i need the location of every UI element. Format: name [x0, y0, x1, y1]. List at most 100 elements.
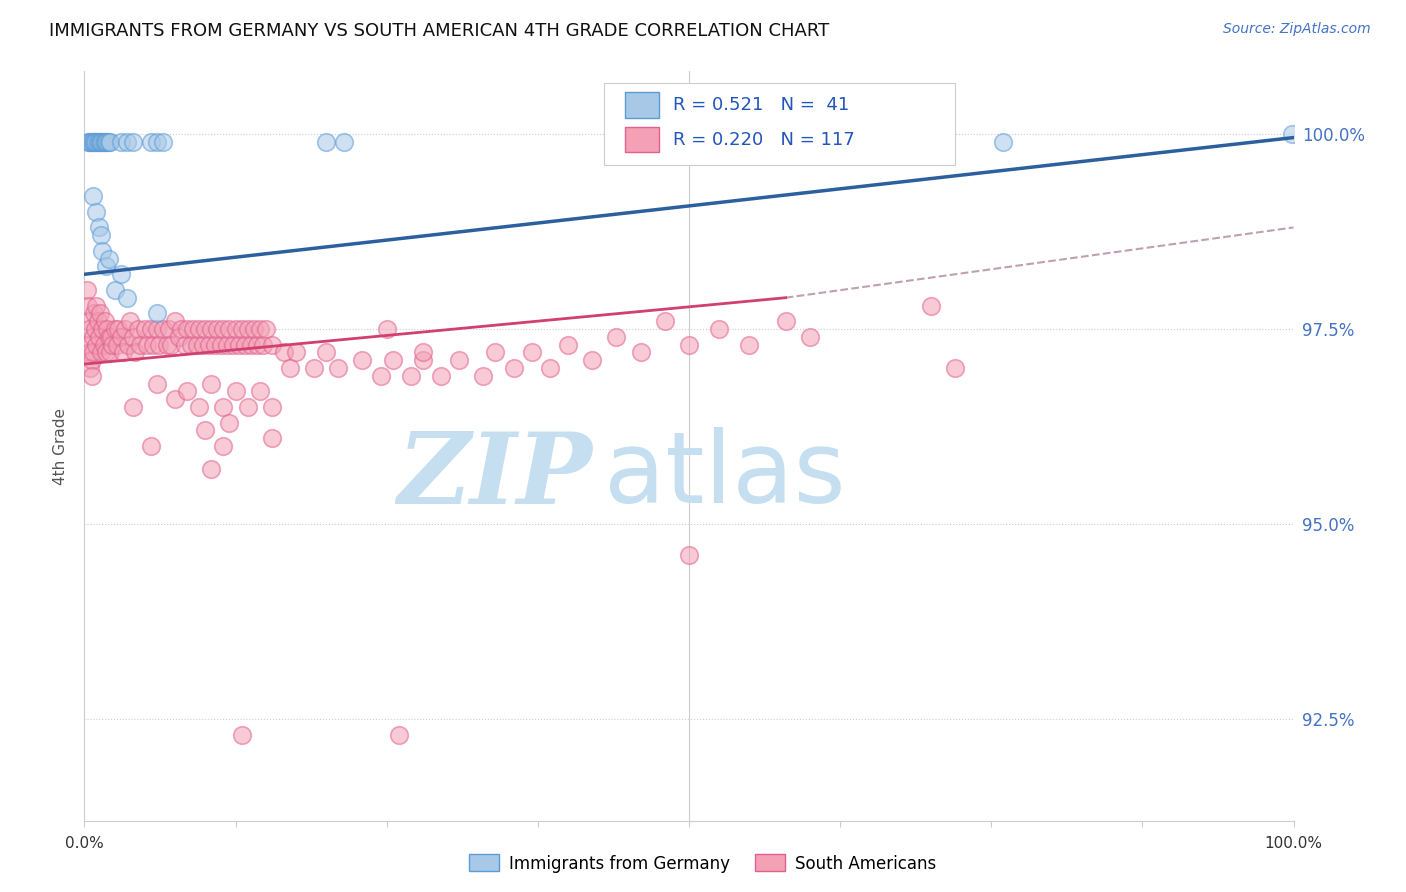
Point — [86, 135, 108, 149]
Point — [315, 135, 337, 149]
Point — [96, 135, 118, 149]
Point — [97, 252, 120, 266]
Point — [738, 337, 761, 351]
Point — [200, 376, 222, 391]
Text: 0.0%: 0.0% — [65, 836, 104, 851]
Point — [101, 337, 124, 351]
Point — [77, 337, 100, 351]
Point — [249, 384, 271, 399]
Point — [94, 135, 117, 149]
Point — [775, 314, 797, 328]
Point — [117, 337, 139, 351]
Point — [180, 337, 202, 351]
Point — [225, 384, 247, 399]
Point — [484, 345, 506, 359]
Point — [110, 268, 132, 282]
Point — [520, 345, 543, 359]
Point — [93, 135, 115, 149]
Point — [80, 353, 103, 368]
Text: ZIP: ZIP — [398, 428, 592, 524]
Point — [191, 337, 214, 351]
Point — [89, 135, 111, 149]
Point — [104, 283, 127, 297]
Text: R = 0.220   N = 117: R = 0.220 N = 117 — [673, 131, 855, 149]
Point — [90, 135, 112, 149]
Point — [82, 330, 104, 344]
Point — [212, 439, 235, 453]
Point — [207, 322, 229, 336]
Point — [94, 345, 117, 359]
Point — [215, 337, 238, 351]
Point — [399, 368, 422, 383]
Point — [90, 228, 112, 243]
Point — [110, 330, 132, 344]
Point — [449, 353, 471, 368]
Point — [87, 330, 110, 344]
Point — [79, 345, 101, 359]
Point — [993, 135, 1015, 149]
Point — [198, 337, 221, 351]
Point — [148, 337, 170, 351]
Point — [333, 135, 356, 149]
Point — [91, 135, 114, 149]
Point — [86, 135, 108, 149]
Point — [375, 322, 398, 336]
Point — [83, 306, 105, 320]
Point — [188, 322, 211, 336]
Point — [204, 337, 226, 351]
Point — [231, 322, 253, 336]
Point — [249, 322, 271, 336]
Point — [86, 299, 108, 313]
Point — [920, 135, 942, 149]
Point — [139, 135, 162, 149]
Point — [80, 368, 103, 383]
Point — [236, 400, 259, 414]
Point — [181, 322, 204, 336]
Point — [87, 220, 110, 235]
Point — [502, 361, 524, 376]
Point — [107, 322, 129, 336]
Point — [370, 368, 392, 383]
Point — [315, 345, 337, 359]
Point — [260, 400, 283, 414]
FancyBboxPatch shape — [624, 127, 659, 153]
Point — [233, 337, 256, 351]
Legend: Immigrants from Germany, South Americans: Immigrants from Germany, South Americans — [463, 847, 943, 880]
Point — [352, 353, 374, 368]
Point — [127, 322, 149, 336]
Point — [242, 322, 264, 336]
Point — [328, 361, 350, 376]
Point — [80, 135, 103, 149]
Point — [236, 322, 259, 336]
Point — [284, 345, 308, 359]
Point — [381, 353, 404, 368]
Point — [165, 392, 187, 407]
Point — [97, 330, 120, 344]
Point — [121, 135, 143, 149]
Point — [142, 337, 165, 351]
Point — [278, 361, 301, 376]
Point — [212, 400, 235, 414]
Point — [97, 135, 120, 149]
Point — [412, 353, 434, 368]
Point — [240, 337, 263, 351]
Point — [105, 337, 128, 351]
Point — [194, 322, 217, 336]
Point — [218, 416, 240, 430]
Point — [160, 337, 183, 351]
Point — [212, 322, 235, 336]
Point — [82, 189, 104, 203]
Point — [124, 345, 146, 359]
Point — [799, 330, 821, 344]
Point — [194, 424, 217, 438]
Point — [86, 337, 108, 351]
Point — [91, 244, 114, 258]
Point — [76, 283, 98, 297]
Point — [79, 361, 101, 376]
Point — [188, 400, 211, 414]
Point — [104, 322, 127, 336]
Point — [200, 322, 222, 336]
Text: 100.0%: 100.0% — [1264, 836, 1323, 851]
Point — [152, 322, 174, 336]
Point — [472, 368, 495, 383]
